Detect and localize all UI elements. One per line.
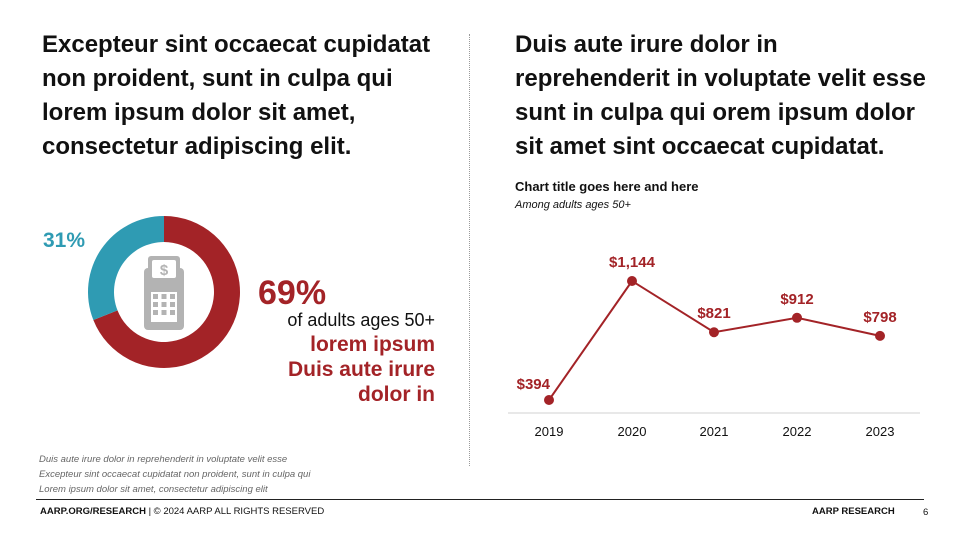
x-tick-label: 2021 [700, 424, 729, 439]
x-tick-label: 2019 [535, 424, 564, 439]
data-point [792, 312, 802, 323]
note-line: Excepteur sint occaecat cupidatat non pr… [39, 469, 311, 480]
data-point [709, 327, 719, 338]
donut-chart: $ [88, 216, 240, 368]
note-line: Lorem ipsum dolor sit amet, consectetur … [39, 484, 268, 495]
left-headline: Excepteur sint occaecat cupidatat non pr… [42, 31, 431, 160]
data-label: $798 [863, 309, 896, 326]
page-number: 6 [923, 507, 929, 518]
donut-description: of adults ages 50+ lorem ipsum Duis aute… [287, 308, 435, 407]
donut-secondary-percent: 31% [43, 229, 86, 252]
donut-primary-percent: 69% [258, 274, 327, 312]
data-point [875, 330, 885, 341]
donut-desc-line4: dolor in [358, 383, 435, 406]
right-headline: Duis aute irure dolor in reprehenderit i… [515, 31, 926, 160]
footer-divider [36, 499, 924, 500]
donut-slice [88, 216, 164, 320]
footer-rights: | © 2024 AARP ALL RIGHTS RESERVED [145, 506, 325, 517]
data-label: $394 [517, 376, 551, 393]
line-chart: $394 2019 $1,144 2020 $821 2021 $912 2022 $798 20… [508, 254, 920, 439]
vertical-divider [469, 34, 470, 466]
donut-desc-line3: Duis aute irure [287, 358, 435, 381]
x-tick-label: 2020 [618, 424, 647, 439]
data-point [627, 276, 637, 286]
data-label: $821 [697, 305, 730, 322]
data-point [544, 395, 554, 405]
footer-brand: AARP RESEARCH [812, 506, 895, 517]
donut-desc-line2: lorem ipsum [310, 333, 435, 356]
footer-site: AARP.ORG/RESEARCH [40, 506, 146, 517]
donut-desc-line1: of adults ages 50+ [287, 310, 435, 330]
svg-text:$: $ [160, 262, 169, 279]
chart-title: Chart title goes here and here [515, 179, 699, 194]
donut-slice [93, 216, 240, 368]
calculator-icon: $ [144, 256, 184, 330]
data-label: $912 [780, 291, 813, 308]
series-line [548, 279, 881, 401]
chart-subtitle: Among adults ages 50+ [515, 199, 631, 211]
footer-copyright: AARP.ORG/RESEARCH | © 2024 AARP ALL RIGH… [40, 506, 324, 517]
data-label: $1,144 [609, 254, 656, 271]
x-tick-label: 2022 [783, 424, 812, 439]
source-notes: Duis aute irure dolor in reprehenderit i… [39, 452, 310, 497]
note-line: Duis aute irure dolor in reprehenderit i… [39, 454, 288, 465]
x-tick-label: 2023 [866, 424, 895, 439]
